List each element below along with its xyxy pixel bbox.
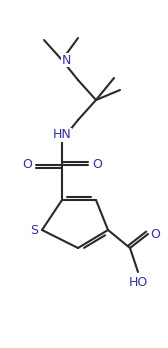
Text: O: O: [22, 158, 32, 172]
Text: S: S: [30, 223, 38, 237]
Text: N: N: [61, 54, 71, 66]
Text: HO: HO: [128, 276, 148, 288]
Text: O: O: [150, 228, 160, 240]
Text: HN: HN: [53, 128, 71, 142]
Text: O: O: [92, 158, 102, 172]
